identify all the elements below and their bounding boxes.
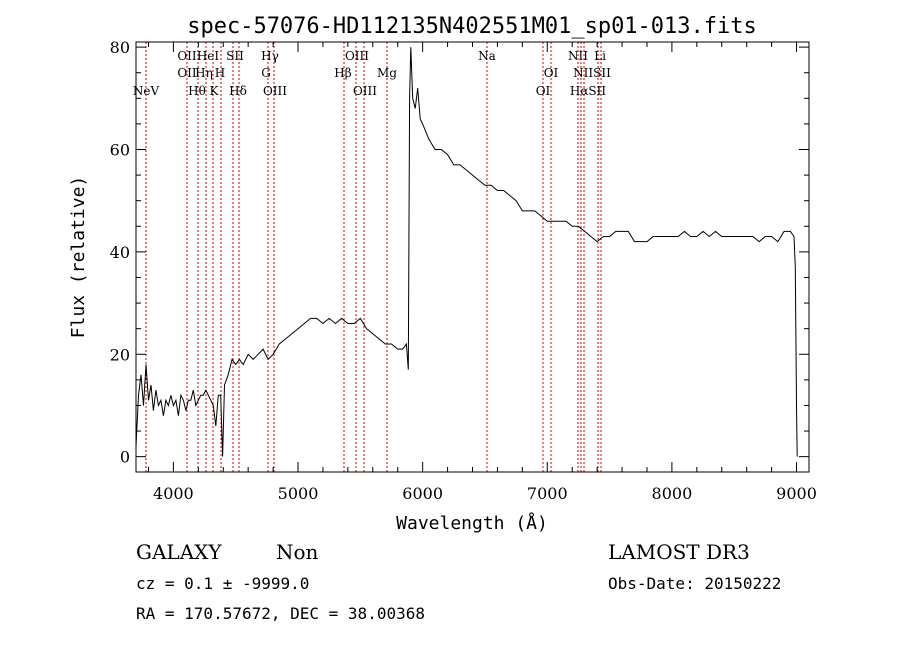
spectral-line-label: OII <box>177 66 197 80</box>
spectral-line-label: G <box>261 66 271 80</box>
spectral-line-label: OIII <box>345 49 369 63</box>
object-subclass: Non <box>276 540 319 564</box>
survey-name: LAMOST DR3 <box>608 540 750 564</box>
y-tick-label: 60 <box>110 141 130 160</box>
spectral-line-label: NII <box>568 49 588 63</box>
spectral-line-label: Hδ <box>229 84 247 98</box>
object-class: GALAXY <box>136 540 222 564</box>
spectral-line-label: Hθ <box>188 84 206 98</box>
spectral-line-label: Mg <box>377 66 397 80</box>
spectrum-line <box>135 47 798 457</box>
y-tick-label: 20 <box>110 345 130 364</box>
obs-date: Obs-Date: 20150222 <box>608 574 781 593</box>
redshift-info: cz = 0.1 ± -9999.0 <box>136 574 309 593</box>
spectral-line-label: OIII <box>263 84 287 98</box>
spectral-line-label: Hβ <box>334 66 351 80</box>
spectral-line-label: HeI <box>197 49 220 63</box>
x-axis-label: Wavelength (Å) <box>396 512 548 534</box>
spectral-line-label: NeV <box>133 84 160 98</box>
spectral-line-label: Na <box>478 49 496 63</box>
spectral-line-label: Hγ <box>261 49 279 63</box>
spectral-line-label: SII <box>226 49 244 63</box>
spectral-line-label: HαSII <box>570 84 607 98</box>
plot-frame <box>135 41 810 473</box>
x-tick-label: 5000 <box>278 484 319 503</box>
y-tick-label: 0 <box>120 448 130 467</box>
y-tick-label: 80 <box>110 38 130 57</box>
x-tick-label: 7000 <box>527 484 568 503</box>
spectral-line-label: OI <box>536 84 551 98</box>
y-tick-label: 40 <box>110 243 130 262</box>
spectral-line-label: OII <box>177 49 197 63</box>
x-tick-label: 8000 <box>652 484 693 503</box>
x-tick-label: 6000 <box>402 484 443 503</box>
spectral-line-label: OI <box>544 66 559 80</box>
x-tick-label: 9000 <box>776 484 817 503</box>
chart-title: spec-57076-HD112135N402551M01_sp01-013.f… <box>187 14 757 39</box>
coordinates: RA = 170.57672, DEC = 38.00368 <box>136 604 425 623</box>
y-axis: 0 20 40 60 80 <box>110 38 809 467</box>
x-axis: 4000 5000 6000 7000 8000 9000 <box>147 42 817 503</box>
x-tick-label: 4000 <box>153 484 194 503</box>
spectral-line-label: Li <box>594 49 606 63</box>
spectral-line-label: H <box>215 66 225 80</box>
spectral-line-label: K <box>210 84 220 98</box>
spectral-line-label: Hη <box>195 66 213 80</box>
y-axis-label: Flux (relative) <box>68 176 89 339</box>
spectral-line-label: NIISII <box>573 66 611 80</box>
spectral-line-label: OIII <box>353 84 377 98</box>
line-markers <box>145 42 602 472</box>
